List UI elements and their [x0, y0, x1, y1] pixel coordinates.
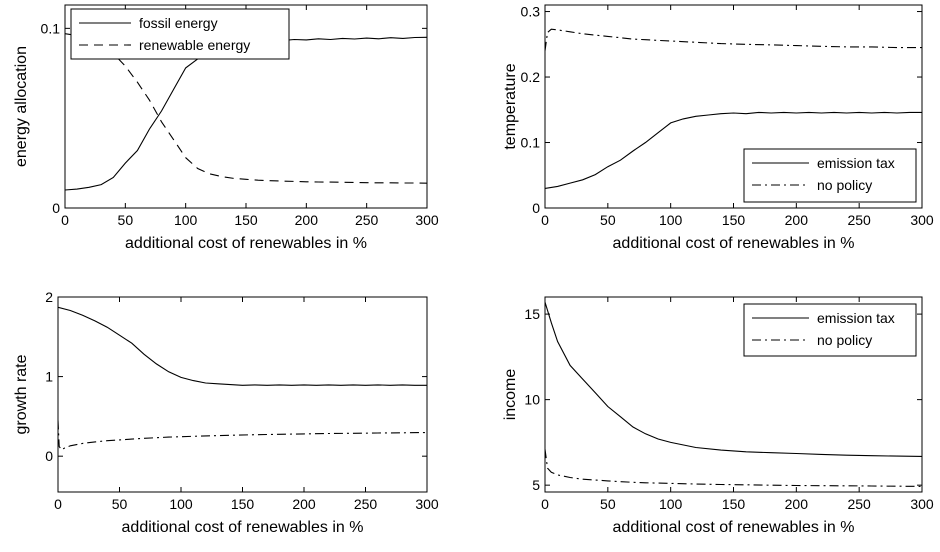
legend: emission tax no policy: [743, 148, 917, 203]
x-tick-label: 0: [541, 496, 549, 512]
panel-income: 0 50 100 150 200 250 300 5 10 15 additional cost o…: [502, 296, 934, 536]
x-tick-label: 300: [415, 496, 439, 512]
x-axis-label: additional cost of renewables in %: [125, 235, 367, 252]
y-tick-label: 0.2: [521, 69, 541, 85]
x-tick-label: 150: [722, 212, 746, 228]
x-tick-label: 0: [61, 212, 69, 228]
x-tick-label: 150: [234, 212, 258, 228]
legend-box: [70, 8, 290, 60]
y-tick-label: 0: [532, 200, 540, 216]
x-tick-label: 150: [231, 496, 255, 512]
series-line-no-policy: [58, 420, 427, 451]
x-tick-label: 200: [295, 212, 319, 228]
legend-label-fossil-energy: fossil energy: [139, 15, 218, 31]
x-tick-label: 300: [415, 212, 439, 228]
y-tick-label: 1: [45, 369, 53, 385]
legend-label-renewable-energy: renewable energy: [139, 37, 250, 53]
x-tick-label: 250: [355, 212, 379, 228]
legend: fossil energy renewable energy: [70, 8, 290, 60]
y-tick-label: 15: [524, 306, 540, 322]
x-tick-label: 250: [847, 496, 871, 512]
x-tick-label: 100: [659, 212, 683, 228]
x-axis-label: additional cost of renewables in %: [122, 519, 364, 536]
plot-frame: [57, 296, 428, 493]
x-tick-label: 50: [112, 496, 128, 512]
x-tick-label: 50: [600, 212, 616, 228]
y-axis-label: temperature: [502, 63, 519, 149]
x-tick-label: 200: [292, 496, 316, 512]
y-tick-label: 5: [532, 477, 540, 493]
x-tick-label: 100: [174, 212, 198, 228]
x-tick-label: 300: [910, 212, 934, 228]
y-axis-label: income: [502, 369, 519, 421]
x-tick-label: 300: [910, 496, 934, 512]
series-line-emission-tax: [58, 306, 427, 386]
y-tick-label: 0.1: [521, 135, 541, 151]
y-tick-label: 0.3: [521, 4, 541, 20]
x-tick-label: 250: [847, 212, 871, 228]
series-line-emission-tax: [545, 301, 922, 457]
x-tick-label: 50: [600, 496, 616, 512]
x-tick-label: 0: [54, 496, 62, 512]
legend-label-emission-tax: emission tax: [817, 155, 895, 171]
x-tick-label: 100: [169, 496, 193, 512]
series-line-no-policy: [545, 28, 922, 51]
y-axis-label: growth rate: [13, 354, 30, 434]
legend-label-emission-tax: emission tax: [817, 310, 895, 326]
y-axis-label: energy allocation: [13, 46, 30, 167]
x-tick-label: 200: [785, 212, 809, 228]
legend-box: [743, 303, 917, 357]
y-tick-label: 2: [45, 289, 53, 305]
x-tick-label: 250: [354, 496, 378, 512]
x-tick-label: 100: [659, 496, 683, 512]
series-line-no-policy: [545, 449, 922, 487]
y-tick-label: 10: [524, 392, 540, 408]
series-line-emission-tax: [545, 111, 922, 189]
legend-label-no-policy: no policy: [817, 332, 872, 348]
panel-temperature: 0 50 100 150 200 250 300 0 0.1 0.2 0.3 additional c…: [502, 4, 934, 252]
legend-box: [743, 148, 917, 203]
x-axis-label: additional cost of renewables in %: [613, 519, 855, 536]
y-tick-label: 0: [45, 448, 53, 464]
x-tick-label: 200: [785, 496, 809, 512]
y-tick-label: 0: [52, 200, 60, 216]
legend: emission tax no policy: [743, 303, 917, 357]
x-tick-label: 0: [541, 212, 549, 228]
legend-label-no-policy: no policy: [817, 177, 872, 193]
panel-energy-allocation: 0 50 100 150 200 250 300 0 0.1 additional cost of…: [13, 4, 439, 252]
x-tick-label: 150: [722, 496, 746, 512]
x-axis-label: additional cost of renewables in %: [613, 235, 855, 252]
x-tick-label: 50: [118, 212, 134, 228]
y-tick-label: 0.1: [41, 20, 61, 36]
series-line-renewable-energy: [65, 33, 427, 184]
